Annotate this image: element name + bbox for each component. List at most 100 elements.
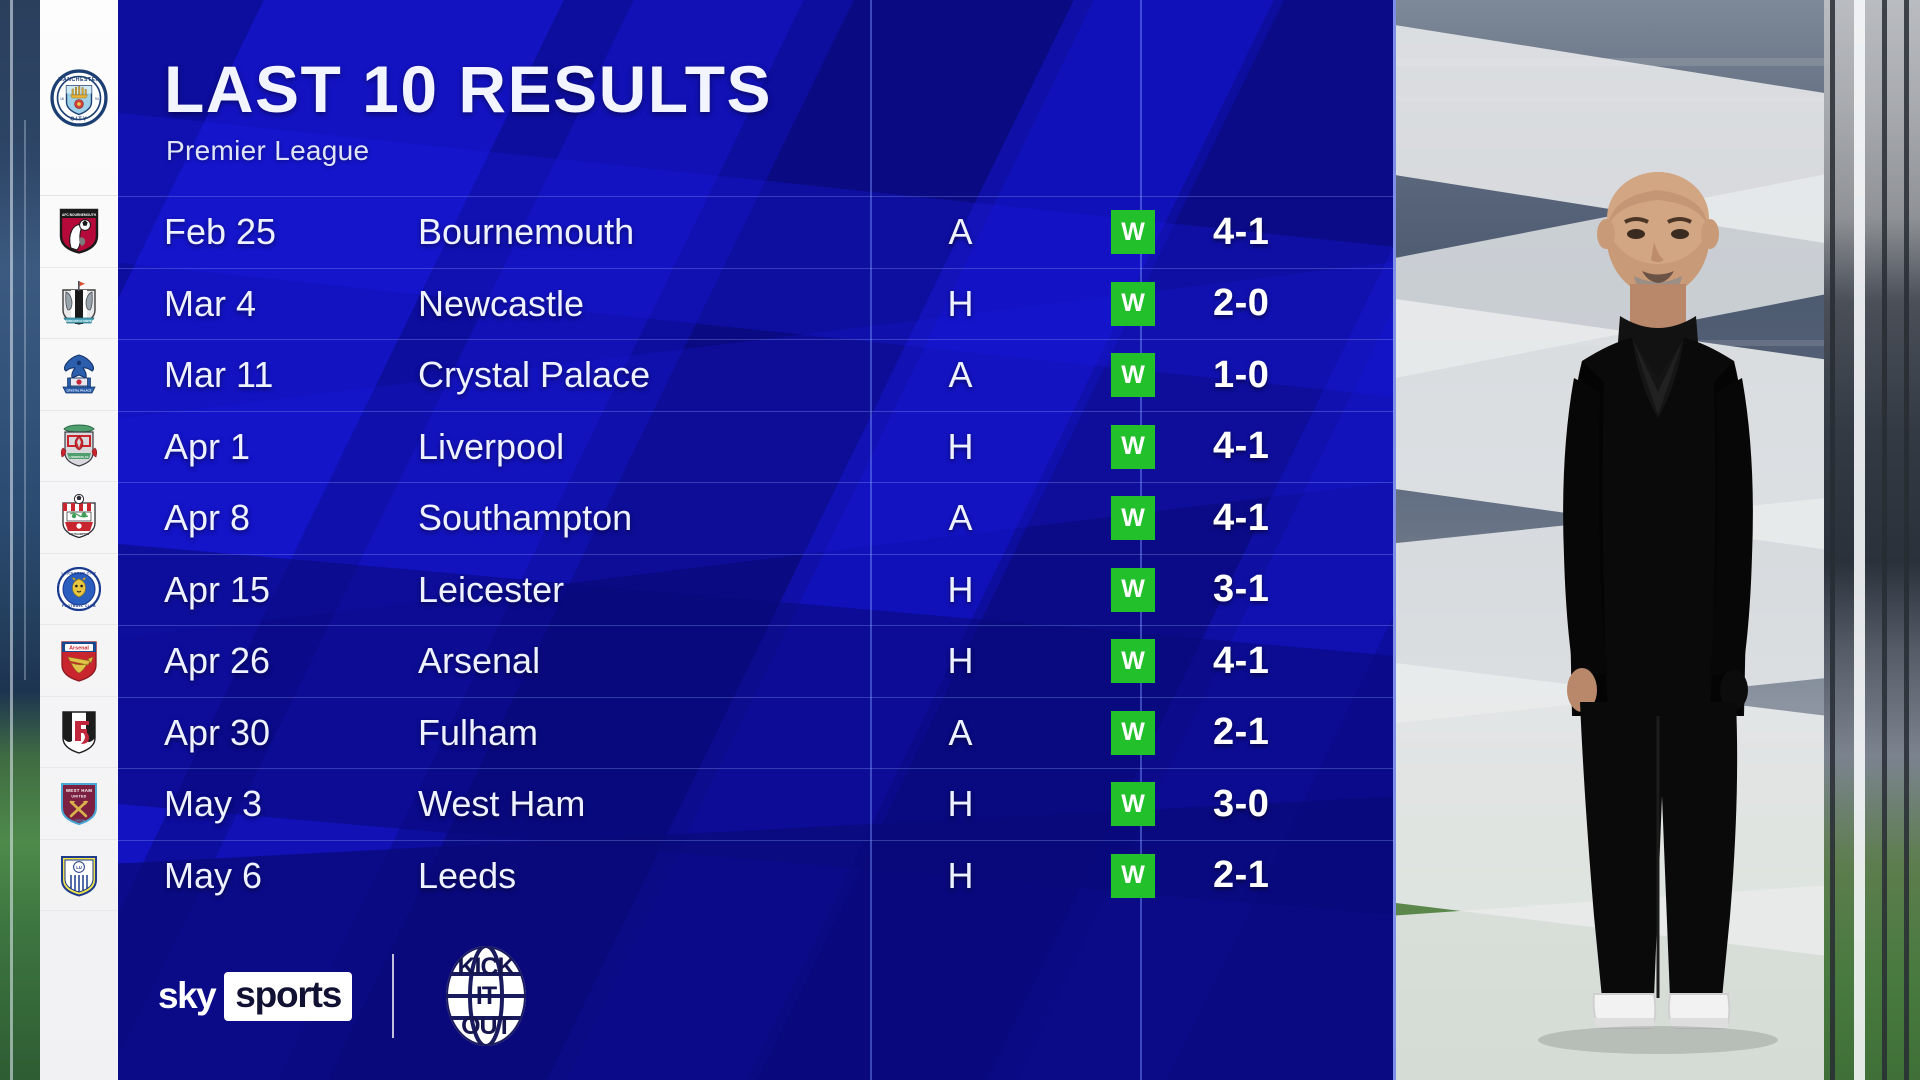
result-badge-win: W [1111, 210, 1155, 255]
cell-result: W [1053, 853, 1213, 898]
table-row[interactable]: May 6 Leeds H W 2-1 [118, 839, 1396, 912]
crest-cell-leeds: LU [40, 840, 117, 911]
manager-photo-region [1396, 0, 1920, 1080]
cell-venue: H [947, 854, 974, 896]
svg-text:94: 94 [95, 97, 99, 101]
pep-guardiola-photo [1538, 172, 1778, 1054]
panel-right-edge [1393, 0, 1396, 1080]
svg-text:WEST HAM: WEST HAM [65, 788, 91, 793]
cell-venue: H [947, 282, 974, 324]
table-row[interactable]: Apr 30 Fulham A W 2-1 [118, 696, 1396, 769]
table-row[interactable]: Apr 26 Arsenal H W 4-1 [118, 625, 1396, 697]
cell-result: W [1053, 353, 1213, 398]
cell-result: W [1053, 639, 1213, 684]
result-badge-win: W [1111, 424, 1155, 469]
table-row[interactable]: Apr 1 Liverpool H W 4-1 [118, 410, 1396, 483]
table-row[interactable]: Apr 8 Southampton A W 4-1 [118, 482, 1396, 554]
result-badge-win: W [1111, 567, 1155, 612]
cell-score: 4-1 [1213, 639, 1270, 682]
table-row[interactable]: Feb 25 Bournemouth A W 4-1 [118, 196, 1396, 268]
result-badge-win: W [1111, 710, 1155, 755]
kick-it-out-logo: KICK IT OUT [434, 944, 538, 1048]
cell-venue: H [947, 783, 974, 825]
table-row[interactable]: May 3 West Ham H W 3-0 [118, 768, 1396, 840]
svg-text:NEWCASTLE UNITED: NEWCASTLE UNITED [64, 319, 94, 323]
cell-date: May 3 [164, 783, 263, 825]
cell-score: 2-1 [1213, 854, 1270, 897]
svg-text:LIVERPOOL FC: LIVERPOOL FC [69, 455, 88, 459]
crest-cell-liverpool: LIVERPOOL FC [40, 411, 117, 482]
sky-wordmark: sky [158, 975, 217, 1016]
results-panel: LAST 10 RESULTS Premier League Feb 25 Bo… [118, 0, 1396, 1080]
svg-text:Arsenal: Arsenal [69, 646, 89, 652]
cell-opponent: Bournemouth [418, 211, 635, 253]
crest-cell-west-ham: WEST HAM UNITED LONDON [40, 768, 117, 840]
result-badge-win: W [1111, 281, 1155, 326]
result-badge-win: W [1111, 496, 1155, 541]
cell-venue: A [948, 497, 973, 539]
kio-line2: IT [476, 982, 497, 1010]
cell-opponent: Newcastle [418, 282, 585, 324]
stadium-right-rail [1824, 0, 1920, 1080]
cell-opponent: Fulham [418, 711, 539, 753]
kio-line3: OUT [461, 1012, 512, 1040]
team-crest-header: MANCHESTER CITY 18 94 [40, 0, 117, 196]
kio-line1: KICK [458, 953, 516, 981]
svg-text:LEICESTER CITY: LEICESTER CITY [61, 571, 96, 575]
result-badge-win: W [1111, 639, 1155, 684]
sky-sports-logo: sky sports [158, 971, 353, 1021]
svg-text:18: 18 [60, 97, 64, 101]
svg-text:CRYSTAL PALACE: CRYSTAL PALACE [66, 389, 91, 393]
cell-score: 3-1 [1213, 568, 1270, 611]
crest-cell-arsenal: Arsenal [40, 625, 117, 697]
crest-cell-leicester: LEICESTER CITY FOOTBALL CLUB [40, 554, 117, 625]
cell-score: 3-0 [1213, 782, 1270, 825]
results-table: Feb 25 Bournemouth A W 4-1 Mar 4 Newcast… [118, 196, 1396, 911]
table-row[interactable]: Mar 4 Newcastle H W 2-0 [118, 267, 1396, 340]
svg-text:LU: LU [76, 865, 82, 870]
table-row[interactable]: Apr 15 Leicester H W 3-1 [118, 553, 1396, 626]
cell-result: W [1053, 496, 1213, 541]
fulham-crest-icon [61, 711, 96, 754]
cell-opponent: Crystal Palace [418, 354, 651, 396]
result-badge-win: W [1111, 353, 1155, 398]
cell-venue: H [947, 640, 974, 682]
page-title: LAST 10 RESULTS [164, 52, 773, 126]
cell-date: Apr 30 [164, 711, 271, 753]
cell-date: Apr 15 [164, 568, 271, 610]
left-stadium-strip [0, 0, 40, 1080]
panel-header: LAST 10 RESULTS Premier League [118, 0, 1396, 196]
cell-venue: A [948, 211, 973, 253]
cell-venue: H [947, 425, 974, 467]
cell-opponent: Leeds [418, 854, 517, 896]
cell-opponent: West Ham [418, 783, 586, 825]
cell-score: 4-1 [1213, 425, 1270, 468]
newcastle-crest-icon: NEWCASTLE UNITED [61, 280, 96, 325]
cell-score: 1-0 [1213, 353, 1270, 396]
cell-result: W [1053, 782, 1213, 827]
liverpool-crest-icon: LIVERPOOL FC [60, 424, 97, 467]
cell-venue: A [948, 711, 973, 753]
svg-text:FOOTBALL CLUB: FOOTBALL CLUB [62, 604, 96, 608]
southampton-crest-icon: SOUTHAMPTON [61, 494, 96, 539]
crest-cell-crystal-palace: CRYSTAL PALACE [40, 339, 117, 411]
club-crest-rail: MANCHESTER CITY 18 94 AF [40, 0, 118, 1080]
logo-divider [392, 954, 395, 1038]
svg-text:CITY: CITY [70, 116, 88, 122]
crystal-palace-crest-icon: CRYSTAL PALACE [61, 354, 96, 394]
svg-text:MANCHESTER: MANCHESTER [58, 77, 100, 83]
page-subtitle: Premier League [166, 135, 370, 166]
cell-score: 4-1 [1213, 496, 1270, 539]
cell-score: 2-1 [1213, 711, 1270, 754]
cell-opponent: Leicester [418, 568, 565, 610]
cell-venue: H [947, 568, 974, 610]
result-badge-win: W [1111, 782, 1155, 827]
table-row[interactable]: Mar 11 Crystal Palace A W 1-0 [118, 339, 1396, 411]
result-badge-win: W [1111, 853, 1155, 898]
cell-opponent: Arsenal [418, 640, 541, 682]
manchester-city-crest-icon: MANCHESTER CITY 18 94 [49, 68, 108, 127]
crest-cell-newcastle: NEWCASTLE UNITED [40, 268, 117, 339]
cell-date: Apr 1 [164, 425, 251, 467]
cell-score: 4-1 [1213, 210, 1270, 253]
